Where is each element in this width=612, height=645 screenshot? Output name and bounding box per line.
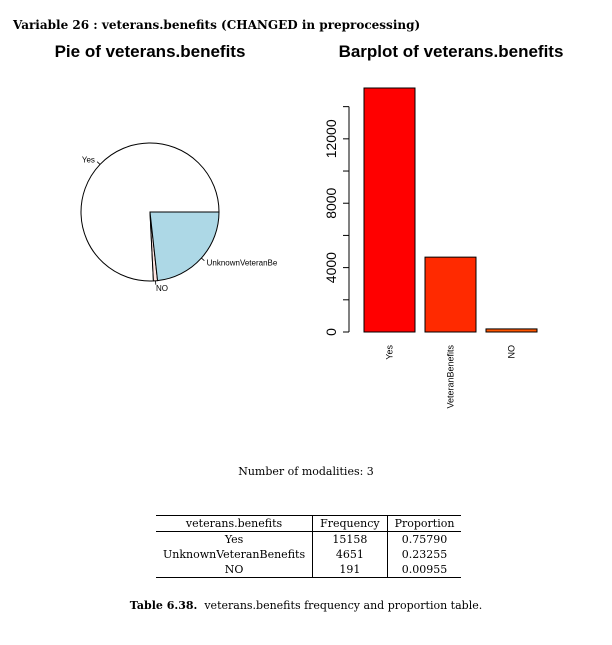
bar-category-label: Yes [385, 345, 395, 360]
bar-y-axis: 0 4000 8000 12000 [323, 106, 350, 336]
y-tick-label: 12000 [323, 119, 339, 158]
bar-chart-title: Barplot of veterans.benefits [339, 42, 564, 61]
bar-category-label: NO [507, 345, 517, 359]
bar-category-labels: Yes VeteranBenefits NO [385, 345, 517, 413]
table-row: Yes 15158 0.75790 [156, 531, 462, 547]
y-tick-label: 8000 [323, 187, 339, 218]
pie-slice-label: Yes [82, 156, 95, 165]
y-tick-label: 0 [323, 328, 339, 336]
table-cell: 0.75790 [386, 531, 462, 547]
pie-slice-label: UnknownVeteranBe [207, 259, 278, 268]
table-header: veterans.benefits [185, 517, 283, 530]
table-header: Proportion [386, 515, 462, 532]
bar [424, 256, 477, 333]
caption-text: veterans.benefits frequency and proporti… [204, 599, 483, 612]
bar [363, 87, 416, 333]
frequency-table: veterans.benefits Frequency Proportion Y… [156, 515, 462, 578]
modalities-count: Number of modalities: 3 [238, 465, 374, 478]
table-cell: 0.23255 [386, 547, 462, 562]
y-tick-label: 4000 [323, 252, 339, 283]
table-cell: UnknownVeteranBenefits [163, 548, 306, 561]
bar-category-label: VeteranBenefits [446, 345, 456, 413]
pie-label-tick [201, 257, 205, 262]
pie-slice [149, 211, 220, 282]
table-cell: 0.00955 [386, 562, 462, 578]
table-row: UnknownVeteranBenefits 4651 0.23255 [156, 547, 462, 562]
table-row: NO 191 0.00955 [156, 562, 462, 578]
table-cell: NO [224, 563, 244, 576]
table-header-row: veterans.benefits Frequency Proportion [156, 515, 462, 532]
variable-heading: Variable 26 : veterans.benefits (CHANGED… [13, 18, 421, 32]
bar-chart [363, 87, 538, 333]
caption-label: Table 6.38. [129, 599, 198, 612]
pie-chart-title: Pie of veterans.benefits [55, 42, 246, 61]
table-caption: Table 6.38. veterans.benefits frequency … [0, 599, 612, 612]
table-cell: Yes [224, 533, 244, 546]
table-cell: 15158 [312, 531, 388, 547]
pie-chart: Yes NO UnknownVeteranBe [80, 142, 278, 293]
table-cell: 191 [312, 562, 388, 578]
table-header: Frequency [312, 515, 388, 532]
pie-label-tick [96, 161, 101, 165]
table-cell: 4651 [312, 547, 388, 562]
pie-slice-label: NO [156, 284, 168, 293]
bar [485, 328, 538, 333]
